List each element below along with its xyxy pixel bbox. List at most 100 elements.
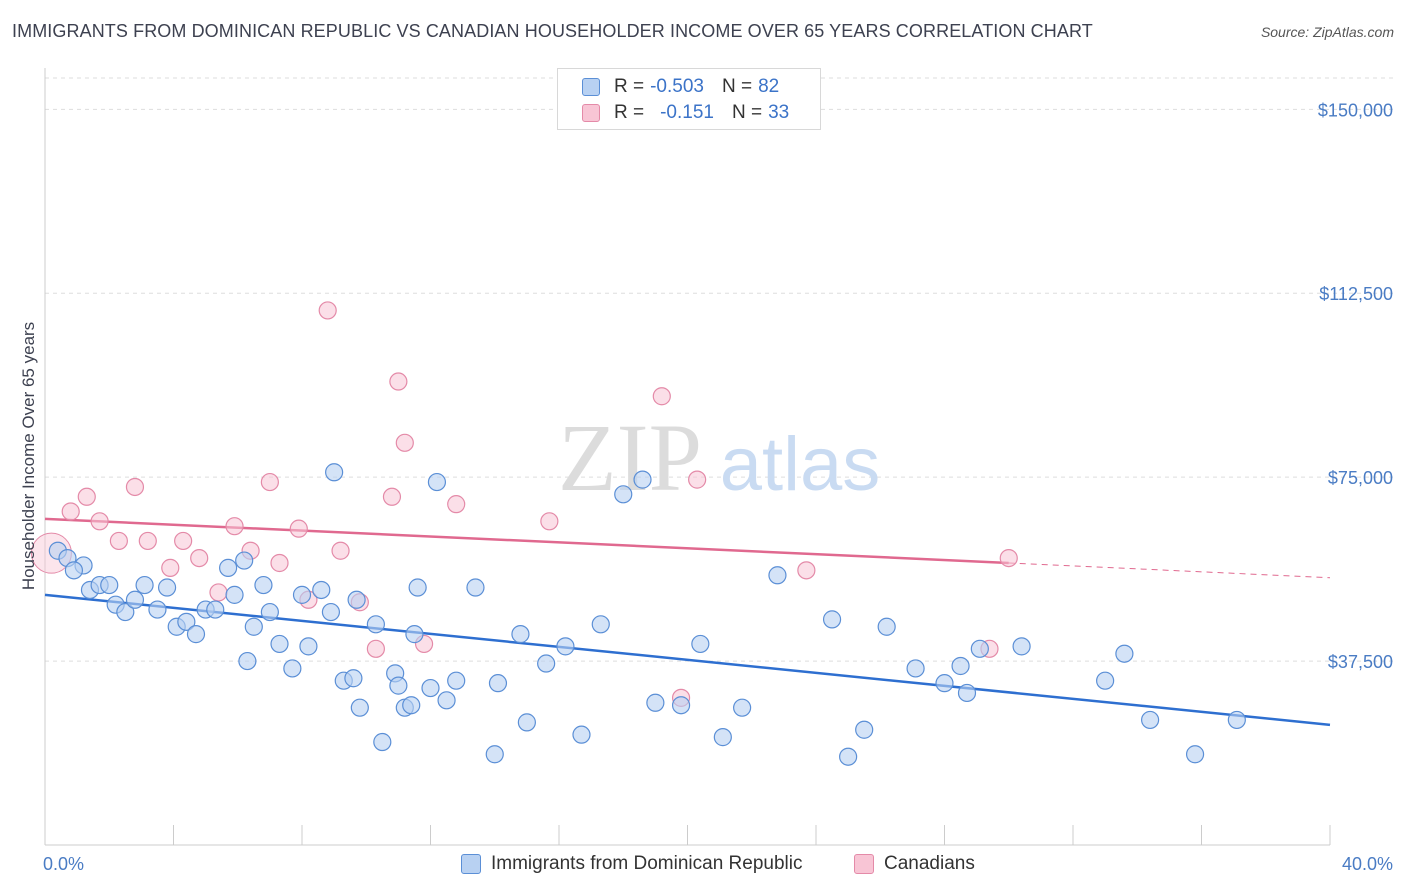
dominican-point (299, 637, 318, 656)
dominican-point (906, 659, 925, 678)
dominican-point (537, 654, 556, 673)
canadians-point (999, 548, 1018, 568)
trend-lines (44, 517, 1331, 727)
dominican-point (321, 602, 341, 622)
legend-n-value: 33 (768, 102, 790, 123)
canadians-trend-line (44, 517, 1009, 565)
bottom-legend-dominican: Immigrants from Dominican Republic (461, 852, 803, 876)
legend-r-value: -0.151 (660, 102, 714, 123)
legend-swatch-blue (582, 78, 600, 96)
dominican-point (572, 725, 591, 744)
dominican-point (1140, 710, 1160, 730)
canadians-point (366, 639, 385, 658)
dominican-point (447, 671, 466, 690)
x-tick-label: 0.0% (43, 854, 84, 874)
dominican-point (614, 485, 633, 504)
y-tick-label: $150,000 (1318, 100, 1393, 120)
dominican-point (935, 674, 954, 693)
canadians-point (318, 301, 337, 320)
dominican-point (822, 610, 842, 629)
dominican-point (244, 617, 263, 636)
legend-r-label: R = (614, 102, 645, 123)
y-tick-labels: $37,500 $75,000 $112,500 $150,000 (1318, 100, 1393, 672)
legend-swatch-pink (582, 104, 600, 122)
legend-n-value: 82 (758, 76, 780, 97)
dominican-point (135, 575, 154, 595)
canadians-point (270, 553, 289, 573)
dominican-point (466, 578, 485, 597)
dominican-point (260, 602, 279, 622)
dominican-point (64, 561, 84, 580)
dominican-point (157, 578, 177, 597)
dominican-point (206, 600, 225, 619)
canadians-point (161, 558, 180, 577)
dominican-point (877, 617, 896, 636)
y-tick-label: $37,500 (1328, 652, 1393, 672)
dominican-point (219, 558, 238, 577)
dominican-point (671, 696, 691, 715)
canadians-point (260, 472, 279, 492)
bottom-legend-canadians: Canadians (854, 852, 975, 876)
dominican-point (437, 691, 456, 710)
dominican-point (283, 659, 302, 678)
dominican-point (839, 747, 858, 766)
canadians-point (395, 433, 414, 452)
dominican-point (186, 625, 206, 644)
dominican-point (713, 728, 732, 747)
canadians-point (190, 548, 209, 568)
chart-title: IMMIGRANTS FROM DOMINICAN REPUBLIC VS CA… (12, 21, 1093, 41)
canadians-point (125, 477, 145, 497)
dominican-point (1012, 637, 1031, 656)
canadians-point (209, 583, 228, 602)
dominican-point (350, 698, 369, 717)
canadians-point (382, 487, 402, 506)
dominican-point (951, 656, 970, 676)
dominican-point (270, 634, 289, 654)
dominican-point (556, 637, 575, 656)
canadians-point (289, 519, 308, 538)
dominican-point (344, 669, 363, 688)
dominican-point (511, 625, 530, 644)
dominican-point (312, 580, 331, 600)
dominican-point (633, 470, 652, 489)
dominican-point (177, 612, 196, 631)
dominican-trend-line (44, 593, 1331, 727)
dominican-point (347, 590, 366, 609)
canadians-point (138, 531, 157, 551)
dominican-point (485, 745, 504, 764)
canadians-point (447, 495, 466, 514)
y-axis-label: Householder Income Over 65 years (19, 322, 38, 590)
dominican-point (517, 713, 536, 732)
dominican-point (125, 590, 145, 609)
source-credit: Source: ZipAtlas.com (1260, 24, 1394, 40)
legend-r-value: -0.503 (650, 76, 704, 97)
canadians-point (90, 512, 109, 531)
canadians-point (225, 517, 244, 536)
dominican-point (768, 566, 787, 585)
legend-row-canadians: R = -0.151 N = 33 (582, 101, 789, 125)
legend-n-label: N = (731, 102, 763, 123)
dominican-point (427, 472, 447, 492)
dominican-point (389, 676, 408, 695)
dominican-point (402, 696, 421, 715)
canadians-trend-extension (1008, 562, 1331, 579)
dominican-point (238, 651, 257, 671)
grid (45, 77, 1394, 662)
bottom-legend-swatch-pink (854, 854, 874, 874)
y-tick-label: $112,500 (1319, 284, 1393, 304)
dominican-point (855, 720, 874, 739)
canadians-point (797, 561, 816, 580)
legend-row-dominican: R = -0.503 N = 82 (582, 75, 779, 99)
dominican-point (421, 678, 440, 698)
dominican-points (48, 463, 1246, 766)
dominican-point (1227, 710, 1246, 730)
dominican-point (373, 732, 392, 752)
legend-r-label: R = (614, 76, 645, 97)
dominican-point (325, 463, 344, 482)
y-tick-label: $75,000 (1328, 468, 1393, 488)
stats-legend: R = -0.503 N = 82 R = -0.151 N = 33 (557, 68, 821, 130)
canadians-point (389, 372, 408, 391)
dominican-point (292, 585, 312, 604)
canadians-point (540, 512, 559, 531)
